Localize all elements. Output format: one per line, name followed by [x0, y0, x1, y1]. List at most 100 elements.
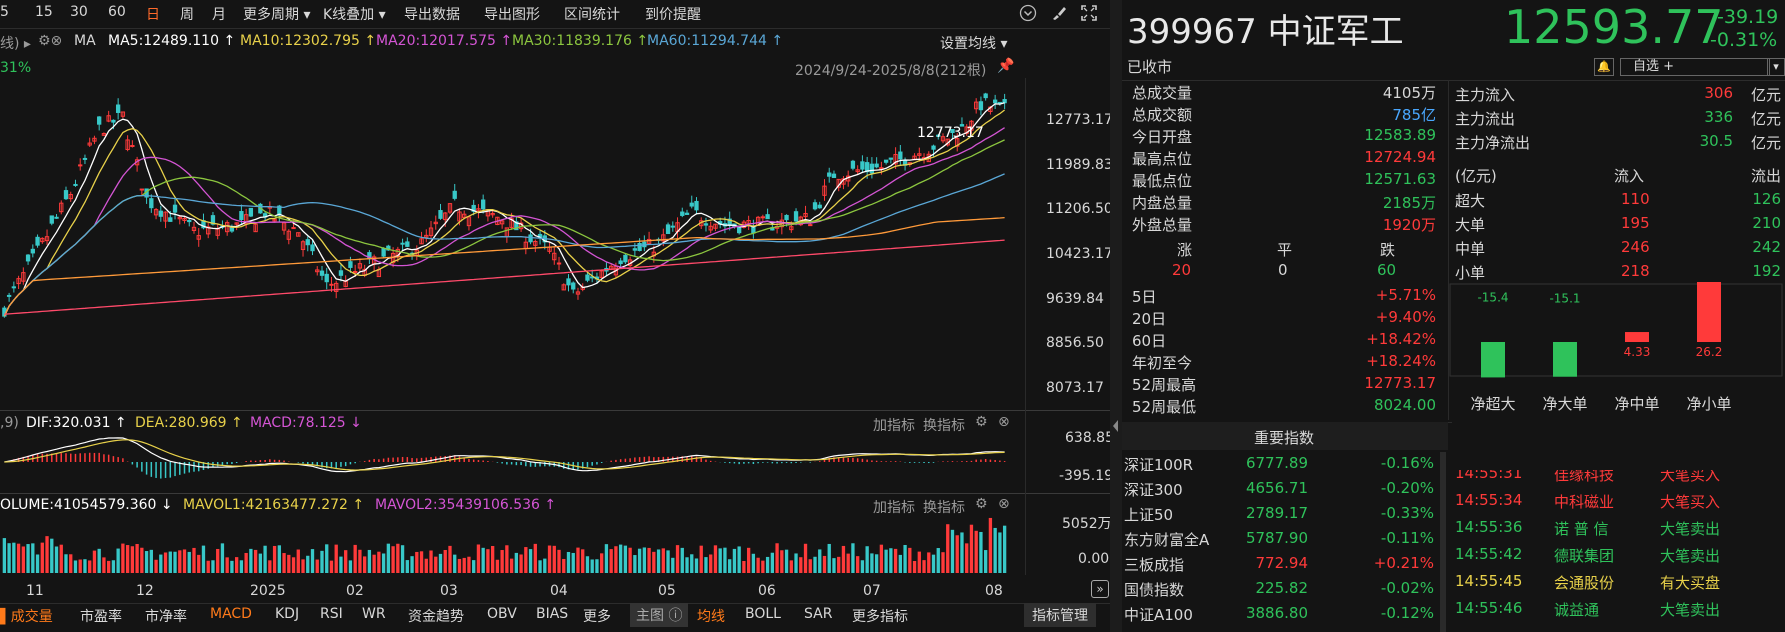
- quote-label: 总成交量: [1132, 84, 1193, 102]
- gear-icon[interactable]: ⚙: [975, 496, 988, 512]
- trade-stock[interactable]: 诚益通: [1554, 601, 1600, 619]
- gear-icon[interactable]: ⚙⊗: [38, 33, 63, 49]
- trade-stock[interactable]: 中科磁业: [1554, 493, 1615, 511]
- date-tick: 02: [346, 583, 364, 599]
- index-name[interactable]: 三板成指: [1124, 556, 1185, 574]
- index-name[interactable]: 深证300: [1124, 481, 1183, 499]
- add-watchlist-button[interactable]: 自选 +: [1620, 58, 1770, 76]
- kline-chart[interactable]: [0, 78, 1025, 410]
- export-chart-button[interactable]: 导出图形: [484, 7, 540, 23]
- trade-time: 14:55:42: [1455, 545, 1523, 563]
- perf-label: 52周最低: [1132, 398, 1197, 416]
- tab-rsi[interactable]: RSI: [320, 606, 343, 622]
- more-periods-button[interactable]: 更多周期 ▾: [243, 7, 311, 23]
- index-pct: +0.21%: [1373, 554, 1434, 572]
- tab-kdj[interactable]: KDJ: [275, 606, 300, 622]
- tab-obv[interactable]: OBV: [487, 606, 517, 622]
- period-30[interactable]: 30: [70, 4, 88, 20]
- trade-time: 14:55:46: [1455, 599, 1523, 617]
- period-60[interactable]: 60: [108, 4, 126, 20]
- index-name[interactable]: 东方财富全A: [1124, 531, 1210, 549]
- kline-overlay-button[interactable]: K线叠加 ▾: [323, 7, 386, 23]
- bell-icon[interactable]: 🔔: [1594, 58, 1614, 76]
- scrollbar[interactable]: [1440, 452, 1446, 632]
- index-name[interactable]: 上证50: [1124, 506, 1174, 524]
- gear-icon[interactable]: ⚙: [975, 414, 988, 430]
- price-alert-button[interactable]: 到价提醒: [645, 7, 701, 23]
- index-name[interactable]: 中证A100: [1124, 606, 1193, 624]
- period-month[interactable]: 月: [212, 7, 226, 23]
- flow-summary-value: 306: [1704, 84, 1733, 102]
- period-week[interactable]: 周: [180, 7, 194, 23]
- index-name[interactable]: 深证100R: [1124, 456, 1194, 474]
- fullscreen-icon[interactable]: [1080, 4, 1098, 22]
- trade-action: 大笔卖出: [1660, 520, 1721, 538]
- index-pct: -0.33%: [1380, 504, 1434, 522]
- period-15[interactable]: 15: [35, 4, 53, 20]
- chevron-down-icon[interactable]: ▾: [1767, 58, 1785, 76]
- trade-stock[interactable]: 会通股份: [1554, 574, 1615, 592]
- flow-row-label: 超大: [1455, 192, 1486, 210]
- trade-action: 大笔买入: [1660, 470, 1721, 484]
- range-stats-button[interactable]: 区间统计: [564, 7, 620, 23]
- date-tick: 08: [985, 583, 1003, 599]
- date-axis: 11 12 2025 02 03 04 05 06 07 08: [0, 583, 1025, 603]
- tab-ma[interactable]: 均线: [697, 609, 725, 625]
- quote-value: 785亿: [1392, 106, 1436, 124]
- flow-row-out: 210: [1752, 214, 1781, 232]
- macd-chart[interactable]: [0, 432, 1025, 487]
- tab-pb[interactable]: 市净率: [145, 609, 187, 625]
- tab-pe[interactable]: 市盈率: [80, 609, 122, 625]
- add-indicator-button[interactable]: 加指标: [873, 500, 915, 516]
- ma30-value: MA30:11839.176 ↑: [512, 33, 649, 49]
- collapse-arrow-icon[interactable]: [1113, 418, 1119, 432]
- volume-chart[interactable]: [0, 515, 1025, 573]
- main-chart-toggle[interactable]: 主图 ⓘ: [630, 603, 689, 627]
- index-name[interactable]: 国债指数: [1124, 581, 1185, 599]
- chevron-circle-icon[interactable]: [1019, 4, 1037, 22]
- index-pct: -0.20%: [1380, 479, 1434, 497]
- flow-summary-value: 30.5: [1699, 132, 1733, 150]
- quote-label: 最低点位: [1132, 172, 1193, 190]
- period-5[interactable]: 5: [0, 4, 9, 20]
- add-indicator-button[interactable]: 加指标: [873, 418, 915, 434]
- breadth-count: 60: [1377, 261, 1397, 279]
- price-tick: 10423.17: [1046, 246, 1113, 262]
- chart-mode-label[interactable]: 线) ▸: [0, 36, 31, 52]
- pin-icon[interactable]: 📌: [997, 58, 1015, 74]
- tab-sar[interactable]: SAR: [804, 606, 833, 622]
- close-icon[interactable]: ⊗: [998, 414, 1010, 430]
- brush-icon[interactable]: [1050, 4, 1068, 22]
- ma-label: MA: [74, 33, 96, 49]
- trade-stock[interactable]: 德联集团: [1554, 547, 1615, 565]
- date-tick: 11: [26, 583, 44, 599]
- tab-boll[interactable]: BOLL: [745, 606, 781, 622]
- date-tick: 2025: [250, 583, 286, 599]
- trade-stock[interactable]: 诺 普 信: [1554, 520, 1609, 538]
- flow-row-label: 大单: [1455, 216, 1486, 234]
- date-tick: 03: [440, 583, 458, 599]
- mavol1-value: MAVOL1:42163477.272 ↑: [183, 497, 365, 513]
- close-icon[interactable]: ⊗: [998, 496, 1010, 512]
- switch-indicator-button[interactable]: 换指标: [923, 500, 965, 516]
- switch-indicator-button[interactable]: 换指标: [923, 418, 965, 434]
- tab-fund-trend[interactable]: 资金趋势: [408, 609, 464, 625]
- ma-settings-button[interactable]: 设置均线 ▾: [940, 36, 1008, 52]
- tab-bias[interactable]: BIAS: [536, 606, 569, 622]
- macd-value: MACD:78.125 ↓: [250, 415, 362, 431]
- indicator-manage-button[interactable]: 指标管理: [1024, 603, 1096, 627]
- tab-macd[interactable]: MACD: [210, 606, 252, 622]
- volume-axis-bottom: 0.00: [1078, 551, 1110, 567]
- perf-label: 5日: [1132, 288, 1157, 306]
- tab-volume[interactable]: ▌成交量: [0, 609, 53, 625]
- net-flow-category: 净中单: [1614, 395, 1659, 413]
- quote-value: 12571.63: [1364, 170, 1436, 188]
- tab-more[interactable]: 更多: [583, 609, 611, 625]
- period-day[interactable]: 日: [146, 7, 160, 23]
- export-data-button[interactable]: 导出数据: [404, 7, 460, 23]
- quote-value: 2185万: [1382, 194, 1436, 212]
- tab-more-indicators[interactable]: 更多指标: [852, 609, 908, 625]
- scroll-right-icon[interactable]: »: [1091, 580, 1109, 598]
- tab-wr[interactable]: WR: [362, 606, 386, 622]
- trade-stock[interactable]: 佳缘科技: [1554, 470, 1615, 484]
